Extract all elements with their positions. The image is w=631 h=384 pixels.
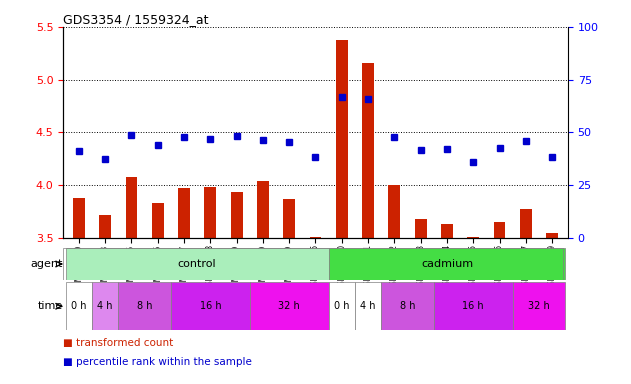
Text: 4 h: 4 h [97, 301, 113, 311]
Bar [433, 282, 512, 330]
Bar [310, 237, 321, 238]
Bar [178, 189, 190, 238]
Bar [336, 40, 348, 238]
Bar [73, 198, 85, 238]
Text: time: time [38, 301, 63, 311]
Text: GDS3354 / 1559324_at: GDS3354 / 1559324_at [63, 13, 209, 26]
Bar [66, 248, 329, 280]
Text: 16 h: 16 h [199, 301, 221, 311]
Bar [283, 199, 295, 238]
Bar [355, 282, 381, 330]
Bar [441, 224, 453, 238]
Bar [362, 63, 374, 238]
Text: 0 h: 0 h [334, 301, 350, 311]
Bar [520, 209, 532, 238]
Bar [231, 192, 242, 238]
Text: 0 h: 0 h [71, 301, 86, 311]
Bar [512, 282, 565, 330]
Bar [546, 233, 558, 238]
Bar [126, 177, 138, 238]
Bar [119, 282, 171, 330]
Text: 32 h: 32 h [528, 301, 550, 311]
Text: control: control [178, 259, 216, 269]
Bar [171, 282, 250, 330]
Text: agent: agent [31, 259, 63, 269]
Text: ■ percentile rank within the sample: ■ percentile rank within the sample [63, 357, 252, 367]
Bar [415, 219, 427, 238]
Bar [329, 282, 355, 330]
Bar [250, 282, 329, 330]
Text: 32 h: 32 h [278, 301, 300, 311]
Bar [329, 248, 565, 280]
Text: cadmium: cadmium [421, 259, 473, 269]
Bar [99, 215, 111, 238]
Bar [389, 185, 400, 238]
Text: 8 h: 8 h [137, 301, 152, 311]
Bar [257, 181, 269, 238]
Text: 8 h: 8 h [400, 301, 415, 311]
Bar [204, 187, 216, 238]
Bar [381, 282, 433, 330]
Text: 4 h: 4 h [360, 301, 376, 311]
Bar [152, 203, 163, 238]
Bar [66, 282, 92, 330]
Bar [92, 282, 118, 330]
Text: ■ transformed count: ■ transformed count [63, 338, 174, 348]
Bar [493, 222, 505, 238]
Bar [468, 237, 479, 238]
Text: 16 h: 16 h [463, 301, 484, 311]
